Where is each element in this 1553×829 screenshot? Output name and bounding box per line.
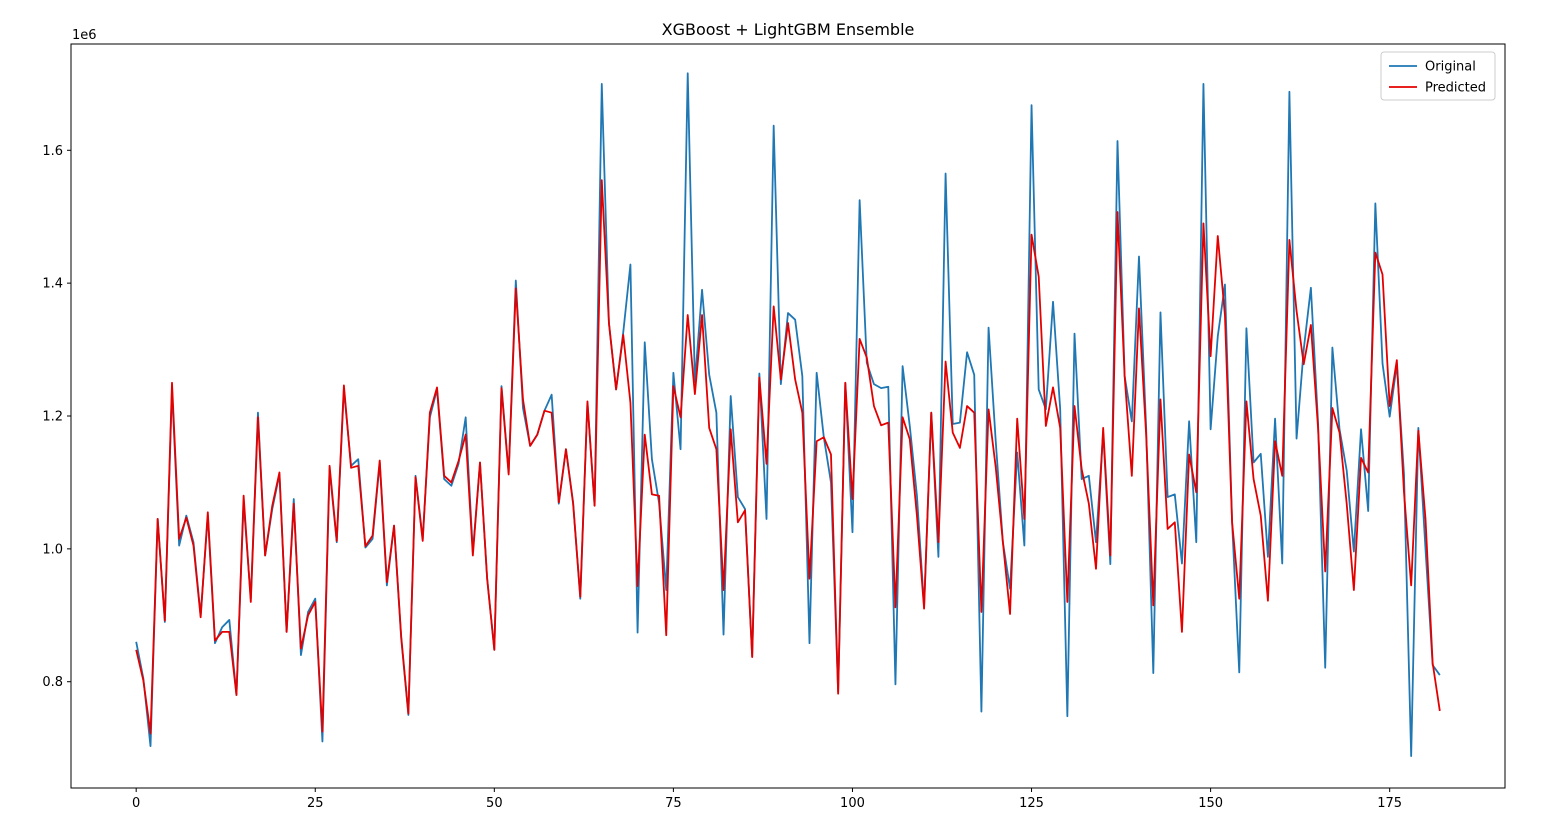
x-tick-label: 175 bbox=[1377, 796, 1402, 811]
series-line-predicted bbox=[135, 179, 1441, 735]
y-tick-label: 1.4 bbox=[42, 277, 63, 292]
x-tick-label: 50 bbox=[486, 796, 503, 811]
x-tick-label: 150 bbox=[1198, 796, 1223, 811]
series-group bbox=[135, 72, 1441, 758]
y-axis: 0.8 1.0 1.2 1.4 1.6 bbox=[42, 144, 71, 690]
x-axis: 0 25 50 75 100 125 150 175 bbox=[132, 788, 1402, 811]
x-tick-label: 75 bbox=[665, 796, 682, 811]
legend: Original Predicted bbox=[1380, 51, 1496, 101]
x-tick-label: 125 bbox=[1019, 796, 1044, 811]
legend-box bbox=[1380, 51, 1496, 101]
y-tick-label: 1.0 bbox=[42, 542, 63, 557]
x-tick-label: 25 bbox=[307, 796, 324, 811]
y-offset-label: 1e6 bbox=[72, 28, 97, 43]
series-line-original bbox=[135, 72, 1441, 758]
legend-label: Original bbox=[1425, 60, 1476, 75]
x-tick-label: 100 bbox=[840, 796, 865, 811]
y-tick-label: 0.8 bbox=[42, 675, 63, 690]
y-tick-label: 1.2 bbox=[42, 410, 63, 425]
legend-label: Predicted bbox=[1425, 81, 1486, 96]
x-tick-label: 0 bbox=[132, 796, 140, 811]
y-tick-label: 1.6 bbox=[42, 144, 63, 159]
chart-title: XGBoost + LightGBM Ensemble bbox=[662, 20, 915, 39]
